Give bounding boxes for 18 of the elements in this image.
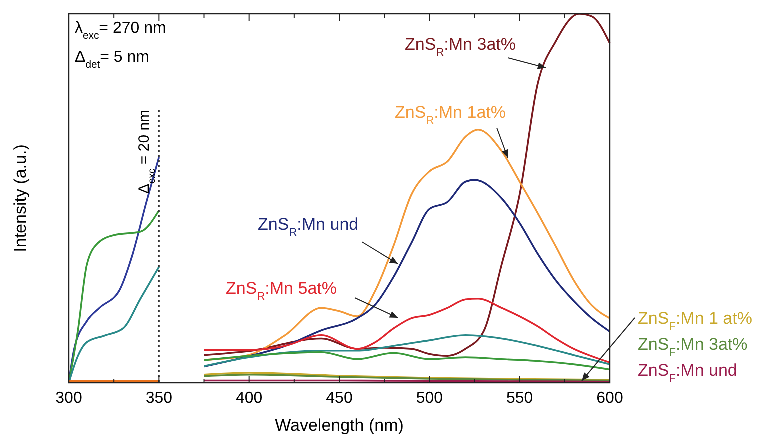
x-tick-label: 600 (596, 390, 624, 407)
text: ZnS$_{F}$:Mn 1 at% (638, 309, 752, 333)
text: ZnS$_{F}$:Mn 3at% (638, 335, 748, 359)
x-tick-label: 450 (326, 390, 353, 407)
series-label: ZnS$_{R}$:Mn 3at% (405, 35, 516, 59)
annotation: λ$_{exc}$= 270 nm (75, 20, 166, 42)
x-tick-label: 500 (416, 390, 444, 407)
x-axis-title: Wavelength (nm) (275, 416, 404, 435)
x-tick-label: 350 (146, 390, 173, 407)
series-label: ZnS$_{F}$:Mn und (638, 361, 738, 385)
y-axis-title: Intensity (a.u.) (11, 144, 30, 252)
text: ZnS$_{R}$:Mn 5at% (226, 279, 337, 303)
x-tick-label: 400 (236, 390, 263, 407)
series-label: ZnS$_{R}$:Mn 1at% (395, 103, 506, 127)
text: ZnS$_{R}$:Mn und (258, 215, 359, 239)
x-tick-label: 550 (506, 390, 534, 407)
annotation: Δ$_{det}$= 5 nm (75, 49, 150, 70)
x-tick-label: 300 (56, 390, 82, 407)
